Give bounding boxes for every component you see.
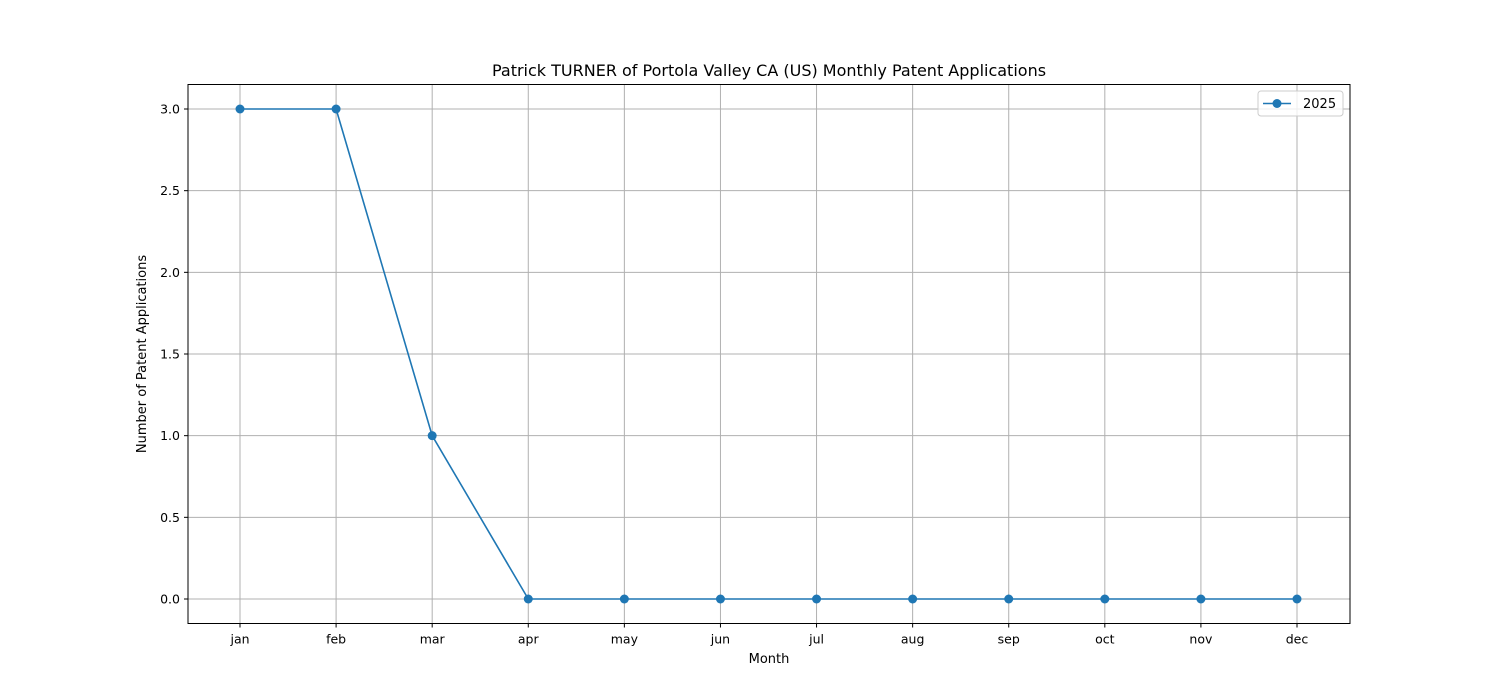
y-tick-label-2: 1.0 — [160, 428, 180, 443]
x-axis-ticks: jan feb mar apr may jun jul aug sep oct nov dec — [229, 624, 1308, 647]
data-point-aug — [908, 595, 917, 604]
x-tick-label-mar: mar — [420, 632, 446, 647]
data-point-dec — [1293, 595, 1302, 604]
data-point-feb — [332, 105, 341, 114]
data-point-oct — [1100, 595, 1109, 604]
data-point-jan — [236, 105, 245, 114]
x-axis-label: Month — [749, 652, 790, 667]
x-tick-label-jan: jan — [229, 632, 249, 647]
x-tick-label-aug: aug — [901, 632, 925, 647]
legend-series-marker — [1273, 99, 1282, 108]
x-tick-label-apr: apr — [518, 632, 540, 647]
y-tick-label-0: 0.0 — [160, 592, 180, 607]
y-tick-label-1: 0.5 — [160, 510, 180, 525]
data-point-may — [620, 595, 629, 604]
x-tick-label-jun: jun — [710, 632, 730, 647]
chart-title: Patrick TURNER of Portola Valley CA (US)… — [492, 61, 1046, 80]
x-tick-label-feb: feb — [326, 632, 346, 647]
x-tick-label-dec: dec — [1286, 632, 1309, 647]
data-point-apr — [524, 595, 533, 604]
y-tick-label-5: 2.5 — [160, 183, 180, 198]
x-tick-label-may: may — [611, 632, 639, 647]
y-tick-label-4: 2.0 — [160, 265, 180, 280]
data-point-jun — [716, 595, 725, 604]
legend: 2025 — [1258, 91, 1343, 116]
y-axis-ticks: 0.0 0.5 1.0 1.5 2.0 2.5 3.0 — [160, 102, 188, 607]
data-point-nov — [1196, 595, 1205, 604]
x-tick-label-oct: oct — [1095, 632, 1115, 647]
data-point-mar — [428, 431, 437, 440]
data-point-sep — [1004, 595, 1013, 604]
grid-lines — [188, 85, 1350, 624]
x-tick-label-jul: jul — [808, 632, 824, 647]
y-axis-label: Number of Patent Applications — [135, 255, 150, 453]
y-tick-label-3: 1.5 — [160, 347, 180, 362]
legend-entry-2025: 2025 — [1303, 97, 1336, 112]
y-tick-label-6: 3.0 — [160, 102, 180, 117]
x-tick-label-nov: nov — [1189, 632, 1213, 647]
x-tick-label-sep: sep — [998, 632, 1020, 647]
data-point-jul — [812, 595, 821, 604]
